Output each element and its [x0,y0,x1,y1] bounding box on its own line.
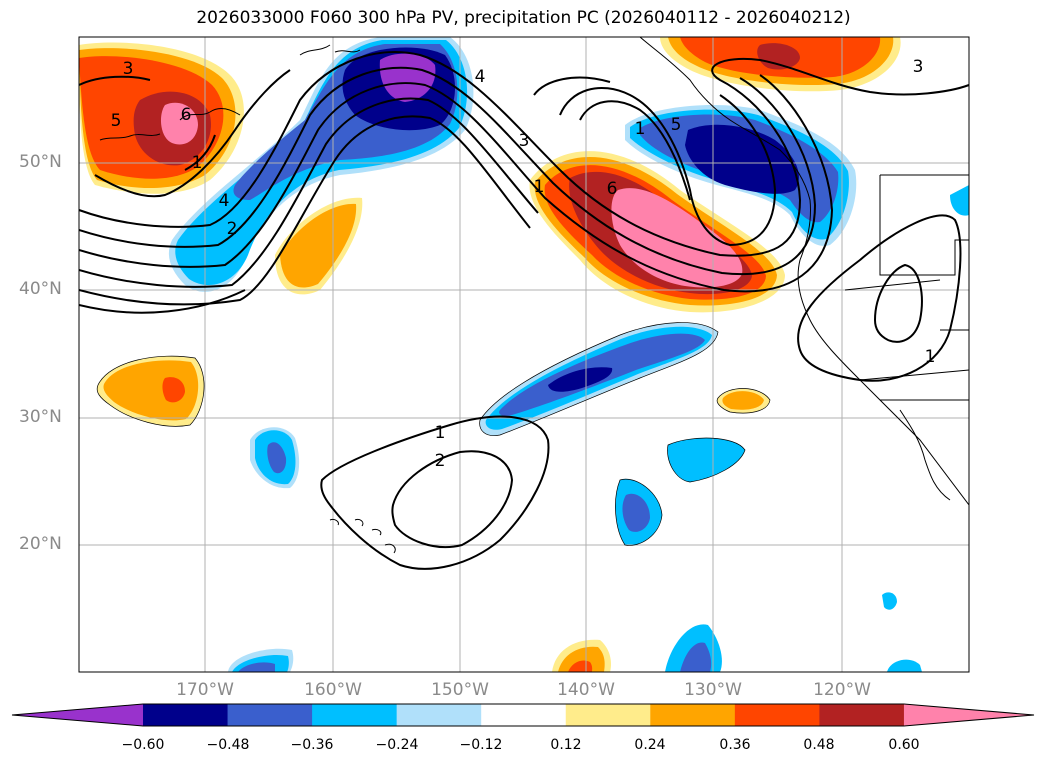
lat-label: 50°N [19,152,62,172]
precip-outlines [96,322,771,546]
lat-label: 20°N [19,534,62,554]
colorbar-tick: 0.24 [634,737,666,753]
colorbar-tick: 0.48 [803,737,835,753]
colorbar-tick: 0.12 [550,737,582,753]
lon-label: 140°W [557,680,615,700]
colorbar-swatch [143,704,229,726]
colorbar-tick: −0.12 [459,737,503,753]
lon-label: 160°W [304,680,362,700]
contour-label: 1 [534,177,545,197]
lon-label: 170°W [176,680,234,700]
contour-label: 2 [435,451,446,471]
contour-label: 1 [925,347,936,367]
lon-label: 130°W [684,680,742,700]
contour-label: 6 [181,105,192,125]
colorbar-swatch [734,704,820,726]
graticule [79,37,969,672]
contour-label: 2 [227,219,238,239]
lon-label: 120°W [813,680,871,700]
colorbar-swatch [565,704,651,726]
contour-label: 3 [913,57,924,77]
lat-label: 30°N [19,407,62,427]
contour-label: 5 [671,115,682,135]
positive-anomaly-small [97,197,770,672]
contour-label: 4 [219,191,230,211]
colorbar-swatch [481,704,567,726]
colorbar-tick: 0.60 [888,737,920,753]
contour-label: 5 [111,111,122,131]
lon-label: 150°W [431,680,489,700]
colorbar-extend-low [12,704,143,726]
contour-label: 1 [635,119,646,139]
colorbar-tick: −0.60 [121,737,165,753]
colorbar-swatch [312,704,398,726]
colorbar-tick: −0.36 [290,737,334,753]
colorbar-tick: −0.24 [375,737,419,753]
map-title: 2026033000 F060 300 hPa PV, precipitatio… [196,8,851,28]
colorbar-outline [11,703,1035,727]
negative-anomaly-subtropical [228,322,922,672]
contour-label: 1 [435,423,446,443]
colorbar [11,703,1035,727]
plot-area: 3 5 6 1 4 2 3 1 6 1 4 5 3 1 2 1 [79,37,969,672]
map-frame [78,36,970,673]
lat-label: 40°N [19,279,62,299]
colorbar-extend-high [903,704,1034,726]
contour-labels: 3 5 6 1 4 2 3 1 6 1 4 5 3 1 2 1 [111,57,936,471]
positive-anomaly-central [529,151,785,313]
contour-label: 3 [519,131,530,151]
contour-label: 6 [607,179,618,199]
contour-label: 4 [475,67,486,87]
contour-label: 3 [123,59,134,79]
pv-contours [79,51,969,570]
colorbar-swatch [650,704,736,726]
colorbar-swatch [819,704,905,726]
colorbar-swatch [396,704,482,726]
colorbar-tick: −0.48 [206,737,250,753]
colorbar-tick: 0.36 [719,737,751,753]
contour-label: 1 [192,153,203,173]
colorbar-swatch [227,704,313,726]
